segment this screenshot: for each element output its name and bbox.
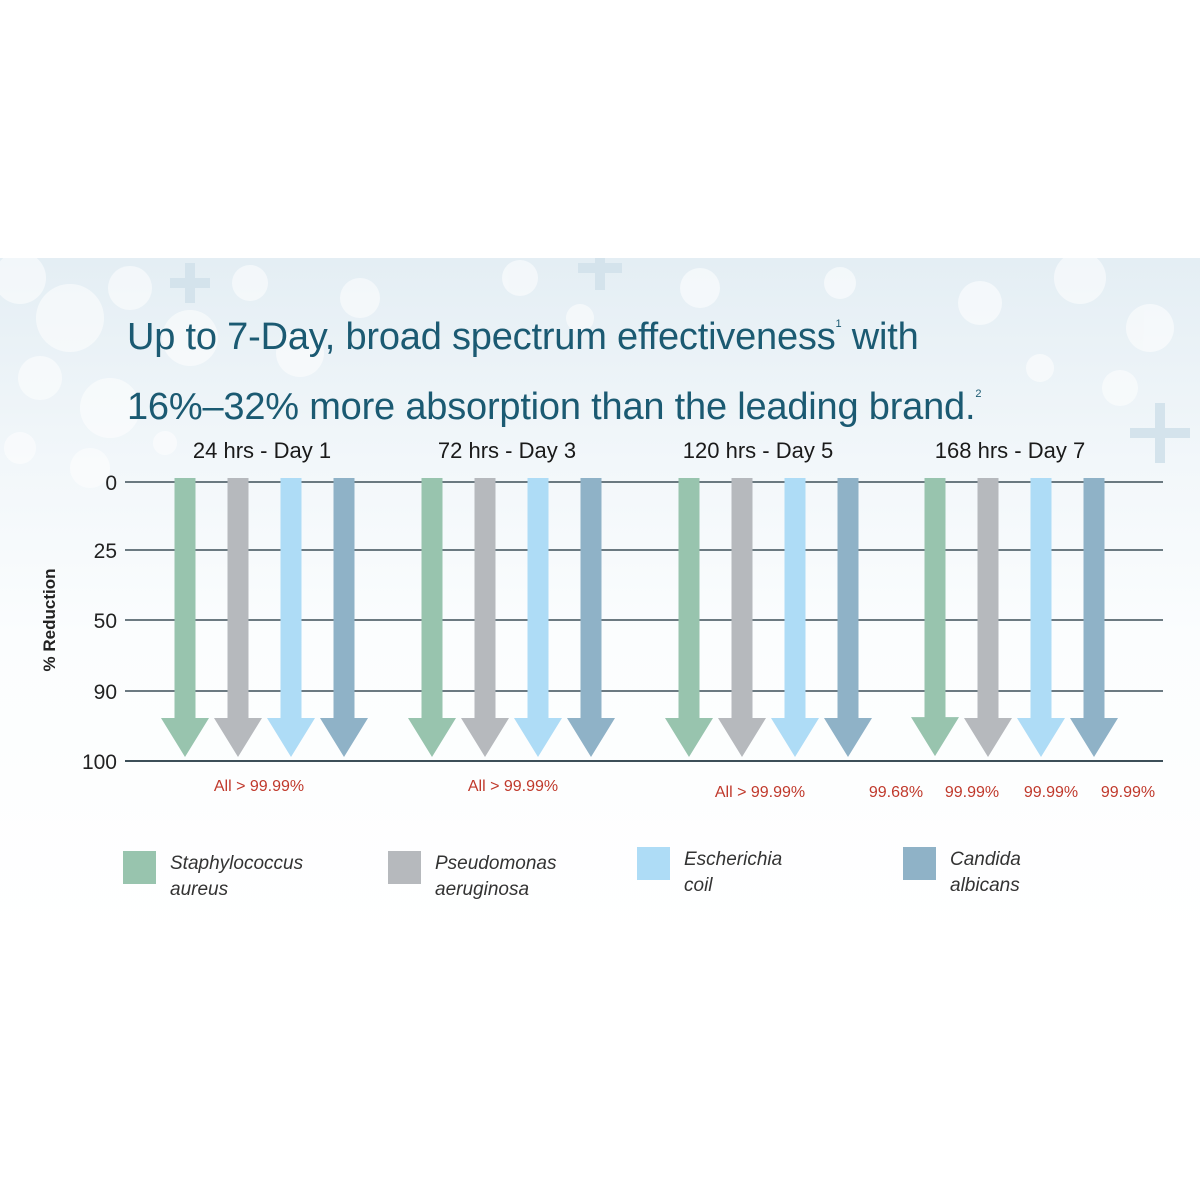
annotation-group-3: All > 99.99%: [715, 784, 805, 801]
bar-escherichia-group-1: [267, 478, 315, 757]
bokeh-spot: [162, 310, 218, 366]
bar-pseudomonas-group-3: [718, 478, 766, 757]
bar-staphylococcus-group-3: [665, 478, 713, 757]
bar-candida-group-3: [824, 478, 872, 757]
footnote-2-marker: 2: [975, 388, 982, 400]
plus-decoration: [578, 258, 622, 290]
bokeh-spot: [1126, 304, 1174, 352]
plus-decoration: [170, 263, 210, 303]
bokeh-spot: [108, 266, 152, 310]
bokeh-spot: [566, 304, 594, 332]
footnote-1-marker: 1: [835, 318, 842, 330]
annotation-group-4-pseudomonas: 99.99%: [945, 784, 999, 801]
bokeh-spot: [1054, 258, 1106, 304]
bar-staphylococcus-group-1: [161, 478, 209, 757]
legend-swatch-pseudomonas: [388, 851, 421, 884]
bokeh-spot: [958, 281, 1002, 325]
legend-swatch-escherichia: [637, 847, 670, 880]
y-tick-label: 0: [105, 472, 117, 495]
bokeh-spot: [276, 329, 324, 377]
bokeh-spot: [1026, 354, 1054, 382]
group-header-1: 24 hrs - Day 1: [193, 438, 331, 463]
legend-label-pseudomonas: Pseudomonas aeruginosa: [435, 853, 557, 900]
bokeh-spots: [0, 258, 1174, 488]
legend-swatch-staphylococcus: [123, 851, 156, 884]
bokeh-spot: [0, 258, 46, 304]
annotation-group-4-candida: 99.99%: [1101, 784, 1155, 801]
plus-decoration: [1130, 403, 1190, 463]
bar-pseudomonas-group-4: [964, 478, 1012, 757]
annotation-group-2: All > 99.99%: [468, 778, 558, 795]
group-header-2: 72 hrs - Day 3: [438, 438, 576, 463]
chart-banner: Up to 7-Day, broad spectrum effectivenes…: [0, 258, 1200, 942]
bokeh-spot: [680, 268, 720, 308]
bokeh-background: [0, 258, 1190, 488]
bar-escherichia-group-2: [514, 478, 562, 757]
bokeh-spot: [153, 431, 177, 455]
bar-staphylococcus-group-4: [911, 478, 959, 757]
headline: Up to 7-Day, broad spectrum effectivenes…: [127, 296, 1187, 436]
bar-escherichia-group-3: [771, 478, 819, 757]
bar-candida-group-4: [1070, 478, 1118, 757]
annotation-group-1: All > 99.99%: [214, 778, 304, 795]
bokeh-spot: [1102, 370, 1138, 406]
bokeh-spot: [70, 448, 110, 488]
y-tick-label: 50: [94, 610, 117, 633]
bar-pseudomonas-group-1: [214, 478, 262, 757]
legend-label-escherichia: Escherichia coil: [684, 849, 783, 896]
bokeh-spot: [824, 267, 856, 299]
annotation-group-4-staphylococcus: 99.68%: [869, 784, 923, 801]
bokeh-spot: [36, 284, 104, 352]
y-axis-label: % Reduction: [40, 569, 59, 672]
bokeh-spot: [502, 260, 538, 296]
bokeh-spot: [80, 378, 140, 438]
legend-swatch-candida: [903, 847, 936, 880]
bar-staphylococcus-group-2: [408, 478, 456, 757]
group-header-4: 168 hrs - Day 7: [935, 438, 1085, 463]
bar-escherichia-group-4: [1017, 478, 1065, 757]
group-header-3: 120 hrs - Day 5: [683, 438, 833, 463]
y-tick-label: 25: [94, 540, 117, 563]
headline-line-2: 16%–32% more absorption than the leading…: [127, 386, 982, 428]
bar-pseudomonas-group-2: [461, 478, 509, 757]
bokeh-spot: [232, 265, 268, 301]
bokeh-spot: [18, 356, 62, 400]
y-tick-label: 90: [94, 681, 117, 704]
bar-candida-group-2: [567, 478, 615, 757]
bokeh-spot: [4, 432, 36, 464]
headline-line-1: Up to 7-Day, broad spectrum effectivenes…: [127, 316, 919, 358]
bar-candida-group-1: [320, 478, 368, 757]
legend-label-staphylococcus: Staphylococcus aureus: [170, 853, 304, 900]
legend-label-candida: Candida albicans: [950, 849, 1021, 896]
annotation-group-4-escherichia: 99.99%: [1024, 784, 1078, 801]
y-tick-label: 100: [82, 751, 117, 774]
bokeh-spot: [340, 278, 380, 318]
